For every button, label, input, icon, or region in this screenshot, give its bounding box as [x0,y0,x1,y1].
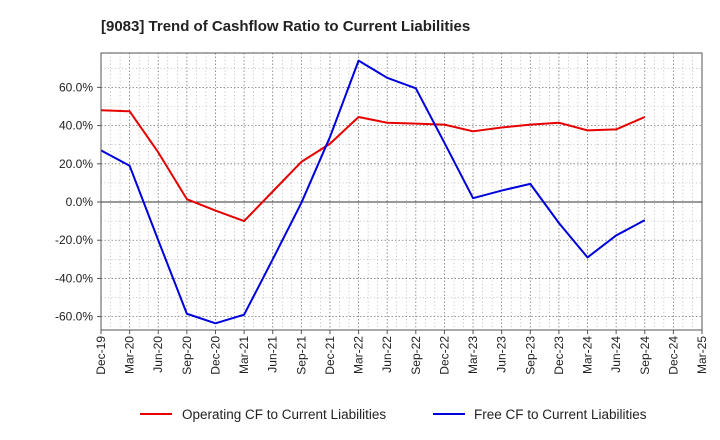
series-line-0 [100,109,646,223]
series-layer [100,59,646,325]
x-tick-label: Sep-21 [294,336,308,375]
x-tick-label: Mar-24 [581,336,595,374]
chart-title: [9083] Trend of Cashflow Ratio to Curren… [101,18,470,35]
y-tick-label: 20.0% [59,157,93,171]
plot-frame [100,52,703,331]
y-tick-label: -40.0% [55,271,93,285]
legend-label-0: Operating CF to Current Liabilities [182,407,386,422]
x-tick-label: Dec-23 [552,336,566,375]
x-tick-label: Mar-23 [466,336,480,374]
y-tick-label: 0.0% [66,195,94,209]
x-tick-label: Jun-24 [609,336,623,373]
y-tick-label: 60.0% [59,80,93,94]
x-tick-label: Dec-20 [208,336,222,375]
x-tick-label: Mar-21 [237,336,251,374]
x-tick-label: Dec-22 [437,336,451,375]
y-tick-label: 40.0% [59,119,93,133]
x-tick-label: Dec-21 [323,336,337,375]
x-tick-label: Jun-21 [266,336,280,373]
y-axis-ticks: -60.0% -40.0% -20.0% 0.0% 20.0% 40.0% 60.0% [55,80,101,324]
x-tick-label: Sep-24 [638,336,652,375]
x-tick-label: Sep-22 [409,336,423,375]
legend-label-1: Free CF to Current Liabilities [474,407,647,422]
x-tick-label: Jun-22 [380,336,394,373]
x-axis-ticks: Dec-19 Mar-20 Jun-20 Sep-20 Dec-20 Mar-21 Jun-… [94,330,709,375]
x-tick-label: Dec-19 [94,336,108,375]
x-tick-label: Jun-23 [495,336,509,373]
x-tick-label: Mar-22 [352,336,366,374]
x-tick-label: Mar-25 [695,336,709,374]
y-tick-label: -60.0% [55,310,93,324]
y-tick-label: -20.0% [55,233,93,247]
x-tick-label: Sep-20 [180,336,194,375]
x-tick-label: Sep-23 [523,336,537,375]
x-tick-label: Mar-20 [123,336,137,374]
x-tick-label: Jun-20 [151,336,165,373]
legend: Operating CF to Current Liabilities Free … [140,407,647,422]
x-tick-label: Dec-24 [666,336,680,375]
series-line-1 [100,59,646,325]
plot-area [101,53,702,330]
grid [100,53,703,330]
